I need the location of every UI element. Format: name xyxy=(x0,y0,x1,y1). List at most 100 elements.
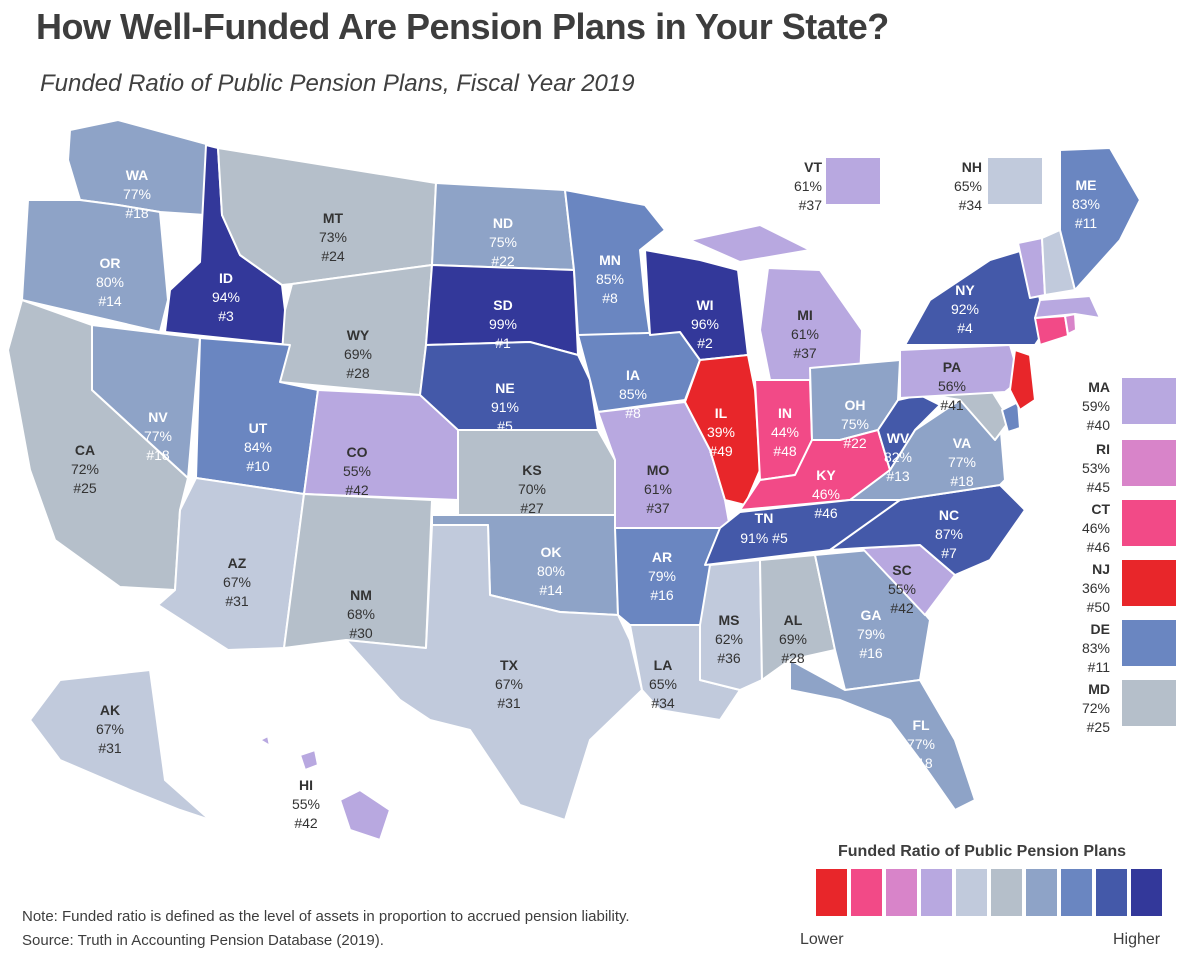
callout-ma-swatch xyxy=(1122,378,1176,424)
state-ratio: 69% xyxy=(779,631,807,647)
state-ratio: 80% xyxy=(96,274,124,290)
state-rank: #31 xyxy=(497,695,521,711)
callout-vt-code: VT xyxy=(804,159,822,175)
state-label-in: IN 44% #48 xyxy=(771,405,799,459)
state-or xyxy=(21,199,169,333)
state-label-ia: IA 85% #8 xyxy=(619,367,647,421)
state-rank: #22 xyxy=(843,435,867,451)
state-rank: #31 xyxy=(225,593,249,609)
callout-ct-rank: #46 xyxy=(1086,539,1110,555)
state-rank: #49 xyxy=(709,443,733,459)
state-code: ME xyxy=(1076,177,1097,193)
state-ratio: 94% xyxy=(212,289,240,305)
state-ratio: 61% xyxy=(644,481,672,497)
state-rank: #42 xyxy=(890,600,914,616)
callout-ct-ratio: 46% xyxy=(1081,520,1110,536)
state-ri xyxy=(1064,313,1077,335)
state-rank: #48 xyxy=(773,443,797,459)
state-ratio-rank: 91% #5 xyxy=(740,530,788,546)
callout-nh-swatch xyxy=(988,158,1042,204)
state-ratio: 82% xyxy=(884,449,912,465)
legend-swatch-1 xyxy=(816,869,847,916)
state-label-ms: MS 62% #36 xyxy=(715,612,743,666)
state-label-me: ME 83% #11 xyxy=(1072,177,1100,231)
state-rank: #42 xyxy=(345,482,369,498)
state-label-nd: ND 75% #22 xyxy=(489,215,517,269)
state-rank: #18 xyxy=(146,447,170,463)
state-nj xyxy=(1009,349,1036,411)
state-ratio: 77% xyxy=(907,736,935,752)
callout-nj-rank: #50 xyxy=(1086,599,1110,615)
callout-de-ratio: 83% xyxy=(1081,640,1110,656)
state-rank: #36 xyxy=(717,650,741,666)
state-code: AK xyxy=(100,702,120,718)
state-code: VA xyxy=(953,435,971,451)
callout-ri-swatch xyxy=(1122,440,1176,486)
state-ratio: 80% xyxy=(537,563,565,579)
state-rank: #18 xyxy=(909,755,933,771)
state-wv xyxy=(877,394,941,471)
legend-color-scale xyxy=(816,869,1162,916)
state-ratio: 77% xyxy=(144,428,172,444)
state-label-sd: SD 99% #1 xyxy=(489,297,517,351)
state-label-wy: WY 69% #28 xyxy=(344,327,372,381)
source-text: Source: Truth in Accounting Pension Data… xyxy=(22,932,384,949)
state-code: ID xyxy=(219,270,233,286)
map-subtitle: Funded Ratio of Public Pension Plans, Fi… xyxy=(40,70,635,97)
state-label-ok: OK 80% #14 xyxy=(537,544,565,598)
state-ratio: 55% xyxy=(888,581,916,597)
state-code: IL xyxy=(715,405,728,421)
state-ratio: 46% xyxy=(812,486,840,502)
callout-vt-rank: #37 xyxy=(798,197,822,213)
state-code: FL xyxy=(912,717,930,733)
state-code: TN xyxy=(755,510,774,526)
state-rank: #3 xyxy=(218,308,234,324)
state-label-ca: CA 72% #25 xyxy=(71,442,99,496)
state-rank: #8 xyxy=(602,290,618,306)
callout-ma-rank: #40 xyxy=(1086,417,1110,433)
state-rank: #13 xyxy=(886,468,910,484)
state-ratio: 96% xyxy=(691,316,719,332)
state-code: OR xyxy=(100,255,121,271)
state-code: WY xyxy=(347,327,370,343)
state-hi xyxy=(259,735,391,841)
state-rank: #2 xyxy=(697,335,713,351)
state-label-ks: KS 70% #27 xyxy=(518,462,546,516)
state-label-al: AL 69% #28 xyxy=(779,612,807,666)
legend-swatch-8 xyxy=(1061,869,1092,916)
state-ratio: 55% xyxy=(292,796,320,812)
callout-nj-swatch xyxy=(1122,560,1176,606)
state-ratio: 56% xyxy=(938,378,966,394)
note-text: Note: Funded ratio is defined as the lev… xyxy=(22,908,630,925)
state-code: MI xyxy=(797,307,813,323)
state-label-ga: GA 79% #16 xyxy=(857,607,885,661)
state-label-oh: OH 75% #22 xyxy=(841,397,869,451)
state-label-nc: NC 87% #7 xyxy=(935,507,963,561)
callout-ma-code: MA xyxy=(1088,379,1110,395)
state-rank: #14 xyxy=(539,582,563,598)
state-ratio: 70% xyxy=(518,481,546,497)
state-code: GA xyxy=(861,607,882,623)
legend-swatch-6 xyxy=(991,869,1022,916)
callout-de-rank: #11 xyxy=(1087,659,1110,675)
callout-md-rank: #25 xyxy=(1086,719,1110,735)
state-code: OH xyxy=(845,397,866,413)
state-label-la: LA 65% #34 xyxy=(649,657,677,711)
state-ratio: 92% xyxy=(951,301,979,317)
callout-ct-code: CT xyxy=(1091,501,1110,517)
state-ratio: 91% xyxy=(491,399,519,415)
state-rank: #14 xyxy=(98,293,122,309)
state-code: SC xyxy=(892,562,911,578)
state-ratio: 44% xyxy=(771,424,799,440)
state-ratio: 77% xyxy=(123,186,151,202)
state-rank: #30 xyxy=(349,625,373,641)
callout-ma-ratio: 59% xyxy=(1081,398,1110,414)
state-rank: #27 xyxy=(520,500,544,516)
state-ratio: 75% xyxy=(489,234,517,250)
state-nv xyxy=(91,324,201,479)
state-code: CA xyxy=(75,442,95,458)
state-label-hi: HI 55% #42 xyxy=(292,777,320,831)
state-ratio: 77% xyxy=(948,454,976,470)
state-code: KY xyxy=(816,467,836,483)
